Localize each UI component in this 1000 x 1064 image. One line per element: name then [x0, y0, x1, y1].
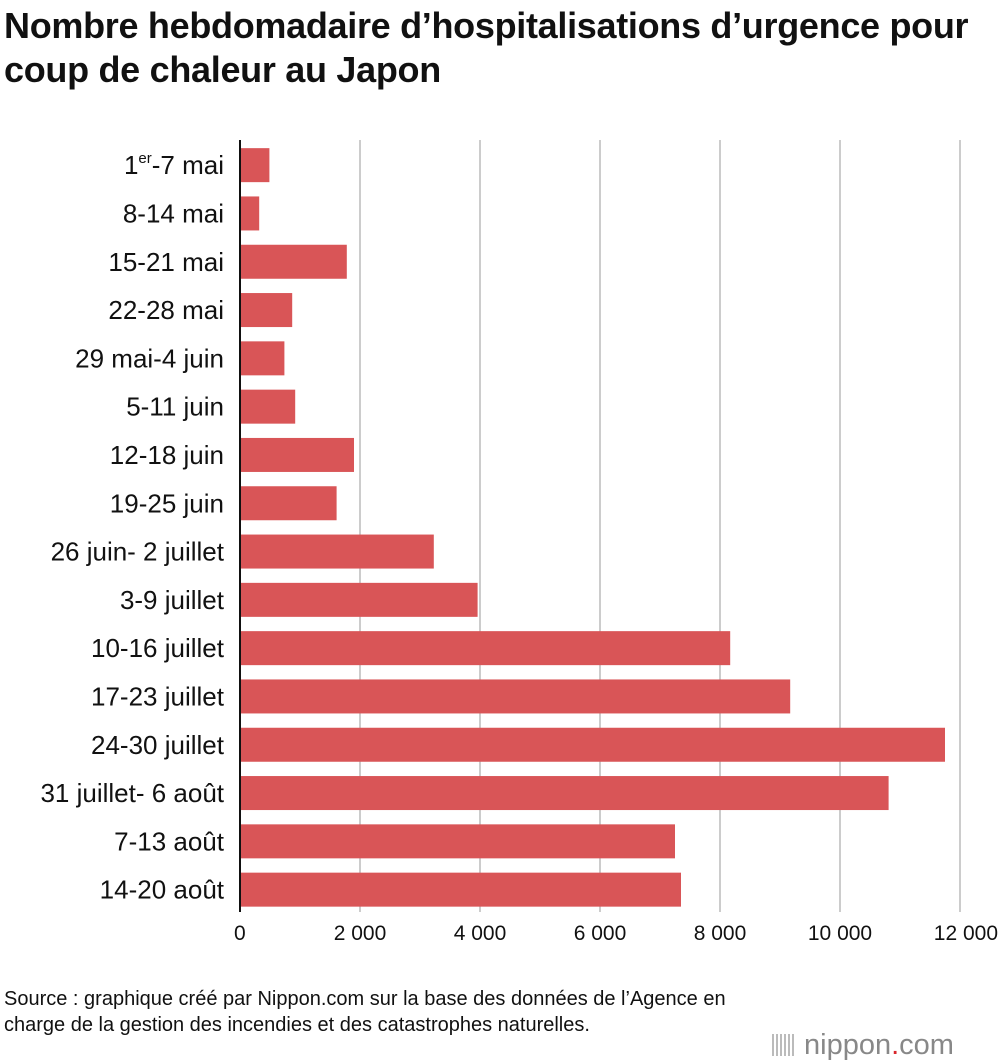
category-label: 26 juin- 2 juillet — [51, 537, 225, 567]
bar — [240, 679, 791, 714]
category-label: 29 mai-4 juin — [75, 343, 224, 373]
category-label: 5-11 juin — [126, 392, 224, 422]
bar — [240, 776, 889, 811]
x-tick-label: 2 000 — [334, 922, 387, 945]
category-label: 14-20 août — [100, 875, 225, 905]
category-label: 31 juillet- 6 août — [40, 778, 224, 808]
x-tick-label: 4 000 — [454, 922, 507, 945]
x-tick-label: 0 — [234, 922, 246, 945]
bar — [240, 824, 675, 859]
source-note: Source : graphique créé par Nippon.com s… — [4, 988, 726, 1036]
category-label: 12-18 juin — [110, 440, 224, 470]
category-label: 19-25 juin — [110, 488, 224, 518]
x-tick-label: 12 000 — [934, 922, 998, 945]
category-label: 22-28 mai — [108, 295, 224, 325]
x-tick-label: 6 000 — [574, 922, 627, 945]
bar — [240, 148, 270, 183]
bars — [240, 148, 945, 907]
category-label: 1er-7 mai — [124, 150, 224, 180]
bar — [240, 293, 293, 328]
category-label: 7-13 août — [114, 826, 225, 856]
bar — [240, 582, 478, 617]
bar — [240, 389, 296, 424]
x-tick-label: 8 000 — [694, 922, 747, 945]
bar — [240, 196, 260, 231]
nippon-logo: nippon.com — [772, 1030, 954, 1060]
category-label: 8-14 mai — [123, 198, 224, 228]
bar — [240, 727, 945, 762]
x-tick-labels: 0 2 000 4 000 6 000 8 000 10 000 12 000 — [234, 922, 998, 945]
bar — [240, 486, 337, 521]
x-tick-label: 10 000 — [808, 922, 872, 945]
bar — [240, 437, 354, 472]
bar — [240, 534, 434, 569]
chart-title: Nombre hebdomadaire d’hospitalisations d… — [4, 5, 969, 90]
category-label: 3-9 juillet — [120, 585, 225, 615]
bar — [240, 244, 347, 279]
category-label: 24-30 juillet — [91, 730, 225, 760]
bar — [240, 341, 285, 376]
bar — [240, 872, 681, 907]
bar-chart: 1er-7 mai 8-14 mai 15-21 mai 22-28 mai 29 ma… — [40, 140, 998, 945]
sound-bars-icon — [772, 1034, 796, 1056]
bar — [240, 631, 731, 666]
category-labels: 1er-7 mai 8-14 mai 15-21 mai 22-28 mai 29 ma… — [40, 150, 224, 905]
category-label: 15-21 mai — [108, 247, 224, 277]
category-label: 17-23 juillet — [91, 681, 225, 711]
category-label: 10-16 juillet — [91, 633, 225, 663]
